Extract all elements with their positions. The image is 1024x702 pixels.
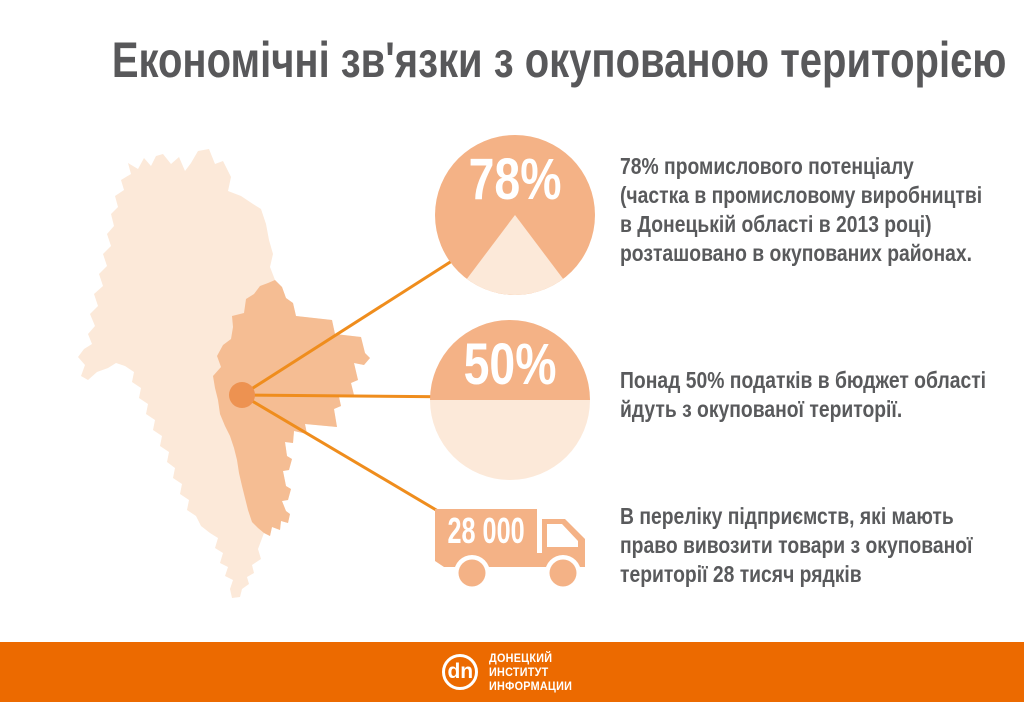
organization-name: ДОНЕЦКИЙ ИНСТИТУТ ИНФОРМАЦИИ (489, 651, 572, 693)
description-line: йдуть з окупованої території. (620, 396, 903, 422)
page-title-text: Економічні зв'язки з окупованою територі… (111, 32, 1007, 88)
description-line: (частка в промисловому виробництві (620, 182, 983, 208)
description-enterprises: В переліку підприємств, які мають право … (620, 502, 972, 589)
description-line: 78% промислового потенціалу (620, 153, 914, 179)
description-taxes: Понад 50% податків в бюджет області йдут… (620, 366, 986, 424)
dn-logo-monogram: dn (447, 660, 474, 683)
truck-wheel-front (549, 559, 577, 587)
organization-name-line: ИНСТИТУТ (489, 665, 549, 679)
truck-window (547, 524, 578, 547)
stat-value-50: 50% (430, 334, 590, 396)
stat-value-78-text: 78% (468, 147, 562, 212)
description-line: В переліку підприємств, які мають (620, 503, 954, 529)
truck-wheel-rear (458, 559, 486, 587)
dn-logo-icon: dn (442, 654, 479, 690)
description-line: право вивозити товари з окупованої (620, 532, 973, 558)
description-industry: 78% промислового потенціалу (частка в пр… (620, 152, 982, 268)
description-line: розташовано в окупованих районах. (620, 240, 972, 266)
truck-icon: 28 000 (430, 505, 590, 595)
stat-value-50-text: 50% (463, 332, 557, 397)
truck-cargo-box (435, 509, 537, 553)
description-line: в Донецькій області в 2013 році) (620, 211, 932, 237)
truck-shape (435, 509, 585, 591)
organization-name-line: ИНФОРМАЦИИ (489, 679, 573, 693)
page-title: Економічні зв'язки з окупованою територі… (0, 33, 1024, 87)
pie-78-wedge-shape (466, 215, 564, 295)
stat-value-78: 78% (435, 149, 595, 211)
stat-value-28000-text: 28 000 (447, 510, 525, 551)
pie-chart-78: 78% (435, 135, 595, 295)
description-line: Понад 50% податків в бюджет області (620, 367, 987, 393)
pie-chart-50: 50% (430, 320, 590, 480)
pie-78-remainder-wedge (466, 215, 564, 295)
stat-value-28000: 28 000 (435, 509, 537, 553)
footer-bar: dn ДОНЕЦКИЙ ИНСТИТУТ ИНФОРМАЦИИ (0, 642, 1024, 702)
description-line: території 28 тисяч рядків (620, 561, 862, 587)
donetsk-oblast-map (78, 149, 370, 598)
organization-name-line: ДОНЕЦКИЙ (489, 651, 553, 665)
